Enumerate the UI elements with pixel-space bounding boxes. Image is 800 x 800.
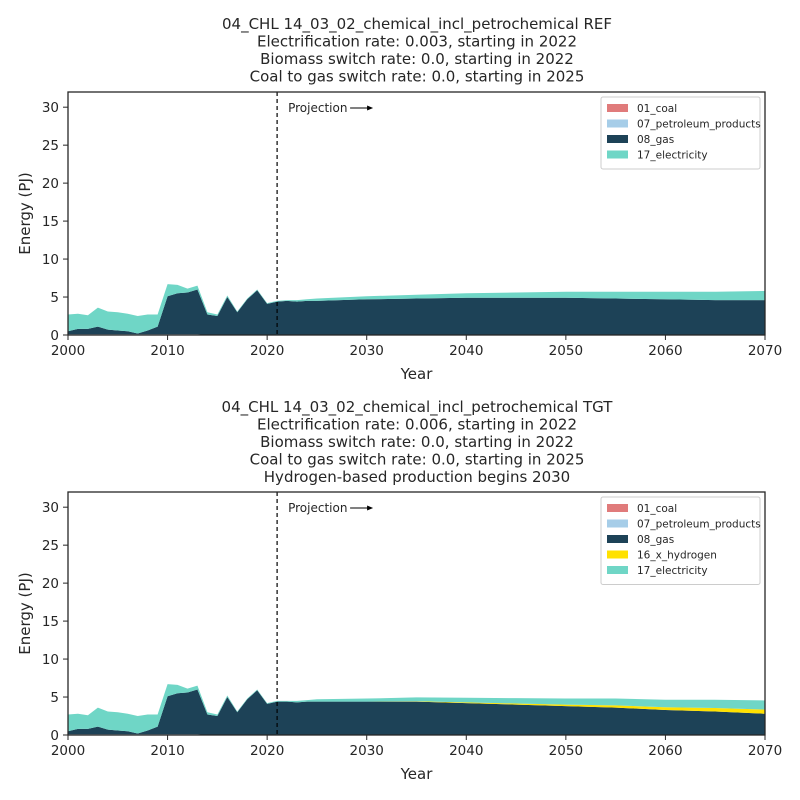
legend-swatch [607,104,628,112]
y-tick-label: 25 [42,138,59,154]
y-tick-label: 15 [42,214,59,230]
legend-box [600,496,761,585]
legend-swatch [607,550,628,559]
y-tick-label: 30 [42,500,59,516]
legend-label: 08_gas [637,134,674,146]
y-tick-label: 30 [42,100,59,116]
legend-box [600,96,761,170]
x-axis-label: Year [400,365,434,383]
x-tick-label: 2040 [449,343,483,359]
x-tick-label: 2050 [549,743,583,759]
chart-title-line: Biomass switch rate: 0.0, starting in 20… [260,50,574,68]
legend-swatch [607,150,628,159]
x-axis-label: Year [400,765,434,783]
y-tick-label: 0 [50,728,59,744]
legend: 01_coal 07_petroleum_products 08_gas 16_x_h… [600,496,761,585]
x-tick-label: 2030 [350,743,384,759]
y-axis-label: Energy (PJ) [16,572,34,654]
x-tick-label: 2020 [250,343,284,359]
area-17-electricity [68,284,765,334]
legend-swatch [607,504,628,512]
projection-label: Projection [288,501,347,515]
y-tick-label: 25 [42,538,59,554]
projection-arrowhead [367,505,374,511]
y-tick-label: 10 [42,652,59,668]
chart-title-line: Coal to gas switch rate: 0.0, starting i… [250,68,585,86]
x-tick-label: 2020 [250,743,284,759]
legend-swatch [607,119,628,128]
legend-swatch [607,519,628,528]
chart-title-line: Biomass switch rate: 0.0, starting in 20… [260,433,574,451]
projection-arrowhead [367,105,374,111]
x-tick-label: 2010 [150,343,184,359]
y-tick-label: 0 [50,328,59,344]
chart-title-line: 04_CHL 14_03_02_chemical_incl_petrochemi… [222,398,614,417]
legend-swatch [607,135,628,143]
x-tick-label: 2040 [449,743,483,759]
projection-label: Projection [288,101,347,115]
chart-title-line: Coal to gas switch rate: 0.0, starting i… [250,451,585,469]
y-tick-label: 5 [50,290,59,306]
legend-label: 17_electricity [637,565,708,577]
legend-swatch [607,535,628,543]
x-tick-label: 2000 [51,743,85,759]
plot-frame [67,91,766,336]
x-tick-label: 2070 [748,743,782,759]
area-08-gas [68,289,765,335]
y-tick-label: 10 [42,252,59,268]
legend-label: 01_coal [637,503,677,515]
x-tick-label: 2060 [648,343,682,359]
legend: 01_coal 07_petroleum_products 08_gas 17_ele… [600,96,761,170]
x-tick-label: 2060 [648,743,682,759]
legend-label: 07_petroleum_products [637,119,761,131]
chart-panel-1: 04_CHL 14_03_02_chemical_incl_petrochemi… [16,15,782,383]
chart-title-line: Hydrogen-based production begins 2030 [264,468,570,486]
chart-title-line: 04_CHL 14_03_02_chemical_incl_petrochemi… [222,15,612,34]
x-tick-label: 2050 [549,343,583,359]
x-tick-label: 2070 [748,343,782,359]
x-tick-label: 2030 [350,343,384,359]
y-tick-label: 20 [42,176,59,192]
legend-label: 07_petroleum_products [637,519,761,531]
y-tick-label: 15 [42,614,59,630]
y-tick-label: 20 [42,576,59,592]
plot-frame [67,491,766,736]
legend-label: 16_x_hydrogen [637,550,717,562]
chart-panel-2: 04_CHL 14_03_02_chemical_incl_petrochemi… [16,398,782,783]
area-17-electricity [68,684,765,734]
legend-label: 08_gas [637,534,674,546]
legend-label: 17_electricity [637,150,708,162]
y-tick-label: 5 [50,690,59,706]
chart-title-line: Electrification rate: 0.006, starting in… [257,416,577,434]
area-08-gas [68,689,765,735]
y-axis-label: Energy (PJ) [16,172,34,254]
legend-swatch [607,566,628,574]
chart-title-line: Electrification rate: 0.003, starting in… [257,33,577,51]
x-tick-label: 2000 [51,343,85,359]
x-tick-label: 2010 [150,743,184,759]
legend-label: 01_coal [637,103,677,115]
